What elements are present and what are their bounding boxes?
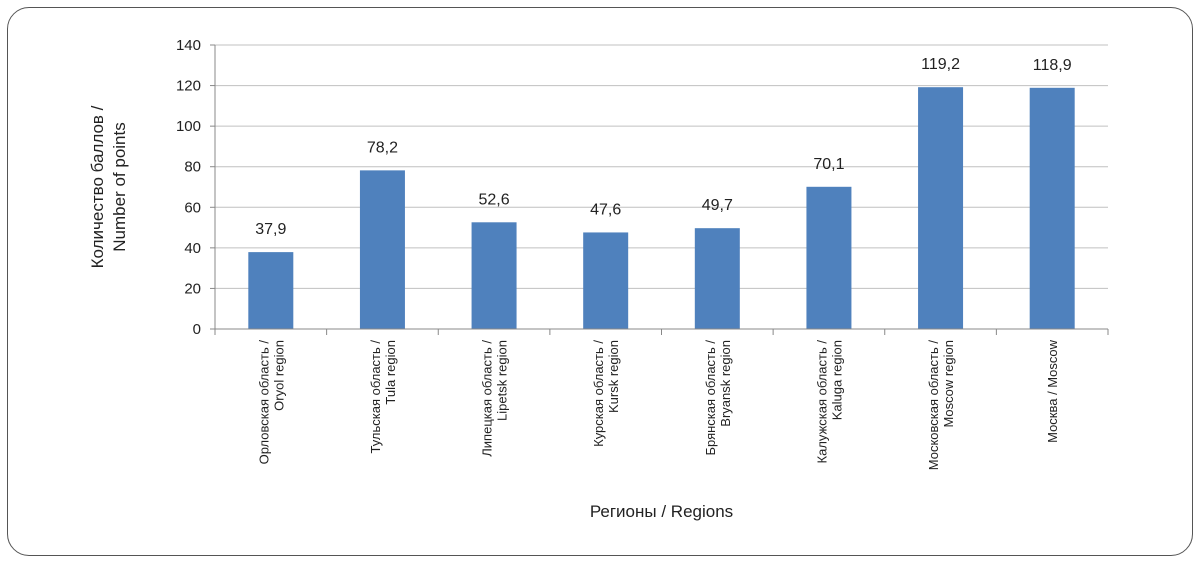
gridlines bbox=[215, 44, 1108, 289]
y-tick-label: 40 bbox=[184, 240, 201, 257]
labels: 0 20 40 60 80 100 120 140 37,9 Орловская область … bbox=[176, 37, 1072, 470]
data-label: 118,9 bbox=[1033, 57, 1072, 74]
x-category-label: Брянская область /Bryansk region bbox=[703, 340, 733, 456]
bars bbox=[248, 87, 1075, 330]
bar bbox=[918, 87, 964, 330]
bar bbox=[471, 222, 517, 329]
bar bbox=[359, 170, 405, 329]
x-category-label: Московская область /Moscow region bbox=[926, 340, 956, 471]
y-tick-label: 140 bbox=[176, 37, 201, 54]
bar bbox=[806, 186, 852, 329]
x-category-label: Курская область /Kursk region bbox=[591, 340, 621, 447]
bar bbox=[1029, 87, 1075, 329]
bar bbox=[583, 232, 629, 329]
bar bbox=[694, 228, 740, 329]
y-tick-label: 120 bbox=[176, 78, 201, 95]
y-tick-label: 20 bbox=[184, 280, 201, 297]
data-label: 119,2 bbox=[921, 56, 960, 73]
data-label: 78,2 bbox=[367, 139, 398, 156]
y-tick-label: 0 bbox=[193, 321, 201, 338]
data-label: 49,7 bbox=[702, 197, 733, 214]
bar bbox=[248, 252, 294, 329]
x-category-label: Москва / Moscow bbox=[1045, 339, 1060, 443]
data-label: 37,9 bbox=[255, 221, 286, 238]
y-tick-label: 100 bbox=[176, 118, 201, 135]
y-tick-label: 60 bbox=[184, 199, 201, 216]
y-tick-label: 80 bbox=[184, 159, 201, 176]
data-label: 47,6 bbox=[590, 201, 621, 218]
x-category-label: Тульская область /Tula region bbox=[368, 340, 398, 454]
data-label: 52,6 bbox=[478, 191, 509, 208]
data-label: 70,1 bbox=[813, 156, 844, 173]
x-category-label: Орловская область /Oryol region bbox=[256, 340, 286, 465]
x-category-label: Липецкая область /Lipetsk region bbox=[480, 340, 510, 457]
x-category-label: Калужская область /Kaluga region bbox=[814, 340, 844, 464]
y-axis-title: Количество баллов / Number of points bbox=[88, 105, 129, 268]
x-axis-title: Регионы / Regions bbox=[590, 502, 733, 521]
axes bbox=[210, 44, 1109, 335]
